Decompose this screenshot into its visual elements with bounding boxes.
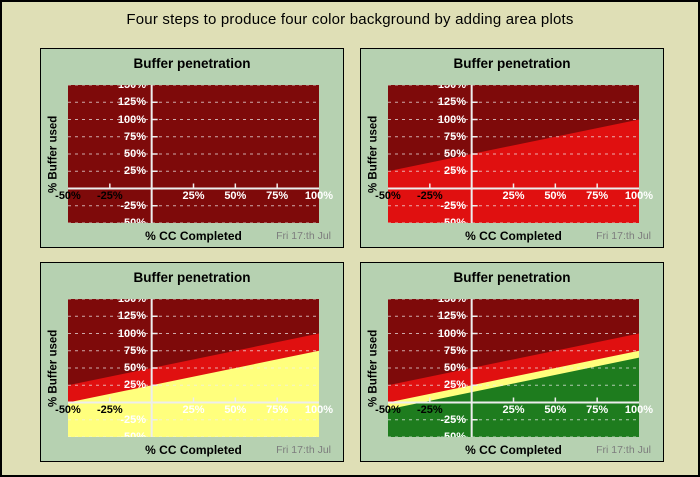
chart-title: Buffer penetration: [453, 56, 571, 71]
y-tick-label: 75%: [123, 344, 146, 357]
y-tick-label: 125%: [117, 310, 146, 323]
plot-area: 150% 125% 100% 75% 50% 25% -25% -50%: [388, 85, 639, 223]
area-red-zone: [388, 119, 639, 223]
x-tick-label: 25%: [502, 190, 525, 202]
y-tick-label: 100%: [117, 327, 146, 340]
x-tick-label: 25%: [182, 190, 205, 202]
x-tick-label: -50%: [55, 190, 81, 202]
x-axis-title: % CC Completed: [465, 443, 562, 457]
plot-area: 150% 125% 100% 75% 50% 25% -25% -50%: [388, 299, 639, 437]
y-tick-label: 25%: [123, 379, 146, 392]
x-tick-label: -25%: [96, 404, 123, 416]
x-tick-label: -50%: [55, 404, 81, 416]
x-tick-label: 100%: [304, 190, 334, 202]
y-tick-label: 50%: [443, 362, 466, 374]
y-tick-label: 125%: [117, 96, 146, 109]
y-tick-label: 50%: [123, 148, 146, 160]
chart-title: Buffer penetration: [453, 270, 571, 285]
y-tick-label: -50%: [440, 431, 466, 437]
y-tick-label: 50%: [123, 362, 146, 374]
y-tick-label: 150%: [117, 85, 146, 91]
x-tick-label: -50%: [375, 190, 401, 202]
y-tick-label: 125%: [437, 96, 466, 109]
chart-footer-date: Fri 17:th Jul: [596, 444, 651, 456]
plot-canvas: [68, 85, 319, 223]
plot-canvas: [388, 299, 639, 437]
y-tick-label: 125%: [437, 310, 466, 323]
x-tick-label: 100%: [304, 404, 334, 416]
y-tick-label: -25%: [120, 199, 146, 212]
y-axis-title: % Buffer used: [367, 329, 380, 407]
area-green-zone: [388, 357, 639, 437]
y-axis-title: % Buffer used: [47, 329, 60, 407]
chart-panel-step-2: Buffer penetration % Buffer used 150% 125…: [360, 48, 664, 248]
x-tick-label: -25%: [416, 190, 443, 202]
y-tick-label: 100%: [437, 113, 466, 126]
plot-area: 150% 125% 100% 75% 50% 25% -25% -50%: [68, 85, 319, 223]
y-tick-label: -50%: [120, 431, 146, 437]
y-tick-label: 25%: [443, 165, 466, 178]
chart-panel-step-1: Buffer penetration % Buffer used 150% 125…: [40, 48, 344, 248]
y-tick-label: -50%: [120, 217, 146, 223]
y-tick-label: 25%: [123, 165, 146, 178]
chart-title: Buffer penetration: [133, 56, 251, 71]
y-axis-title: % Buffer used: [367, 115, 380, 193]
x-tick-label: 50%: [224, 404, 247, 416]
x-axis-title: % CC Completed: [145, 443, 242, 457]
y-tick-label: 150%: [437, 299, 466, 305]
y-tick-label: 75%: [443, 344, 466, 357]
y-tick-label: 150%: [437, 85, 466, 91]
y-axis-title: % Buffer used: [47, 115, 60, 193]
area-yellow-zone: [68, 350, 319, 437]
y-tick-label: 100%: [437, 327, 466, 340]
y-tick-label: -25%: [440, 413, 466, 426]
x-tick-label: -25%: [96, 190, 123, 202]
chart-footer-date: Fri 17:th Jul: [596, 230, 651, 242]
y-tick-label: 75%: [123, 130, 146, 143]
x-tick-label: 75%: [586, 404, 609, 416]
x-tick-label: 100%: [624, 190, 654, 202]
x-tick-label: 50%: [224, 190, 247, 202]
y-tick-label: 75%: [443, 130, 466, 143]
y-tick-label: 50%: [443, 148, 466, 160]
chart-title: Buffer penetration: [133, 270, 251, 285]
plot-area: 150% 125% 100% 75% 50% 25% -25% -50%: [68, 299, 319, 437]
x-tick-label: 100%: [624, 404, 654, 416]
y-tick-label: -50%: [440, 217, 466, 223]
y-tick-label: 25%: [443, 379, 466, 392]
chart-footer-date: Fri 17:th Jul: [276, 230, 331, 242]
x-tick-label: 75%: [266, 190, 289, 202]
x-tick-label: -25%: [416, 404, 443, 416]
page-title: Four steps to produce four color backgro…: [126, 11, 574, 28]
x-tick-label: 50%: [544, 404, 567, 416]
y-tick-label: -25%: [120, 413, 146, 426]
y-tick-label: 100%: [117, 113, 146, 126]
y-tick-label: 150%: [117, 299, 146, 305]
chart-panel-step-3: Buffer penetration % Buffer used 150% 125…: [40, 262, 344, 462]
x-axis-title: % CC Completed: [465, 229, 562, 243]
plot-canvas: [68, 299, 319, 437]
x-axis-title: % CC Completed: [145, 229, 242, 243]
x-tick-label: 25%: [182, 404, 205, 416]
x-tick-label: -50%: [375, 404, 401, 416]
x-tick-label: 50%: [544, 190, 567, 202]
x-tick-label: 75%: [266, 404, 289, 416]
chart-panel-step-4: Buffer penetration % Buffer used 150% 125…: [360, 262, 664, 462]
y-tick-label: -25%: [440, 199, 466, 212]
plot-canvas: [388, 85, 639, 223]
chart-footer-date: Fri 17:th Jul: [276, 444, 331, 456]
x-tick-label: 75%: [586, 190, 609, 202]
x-tick-label: 25%: [502, 404, 525, 416]
